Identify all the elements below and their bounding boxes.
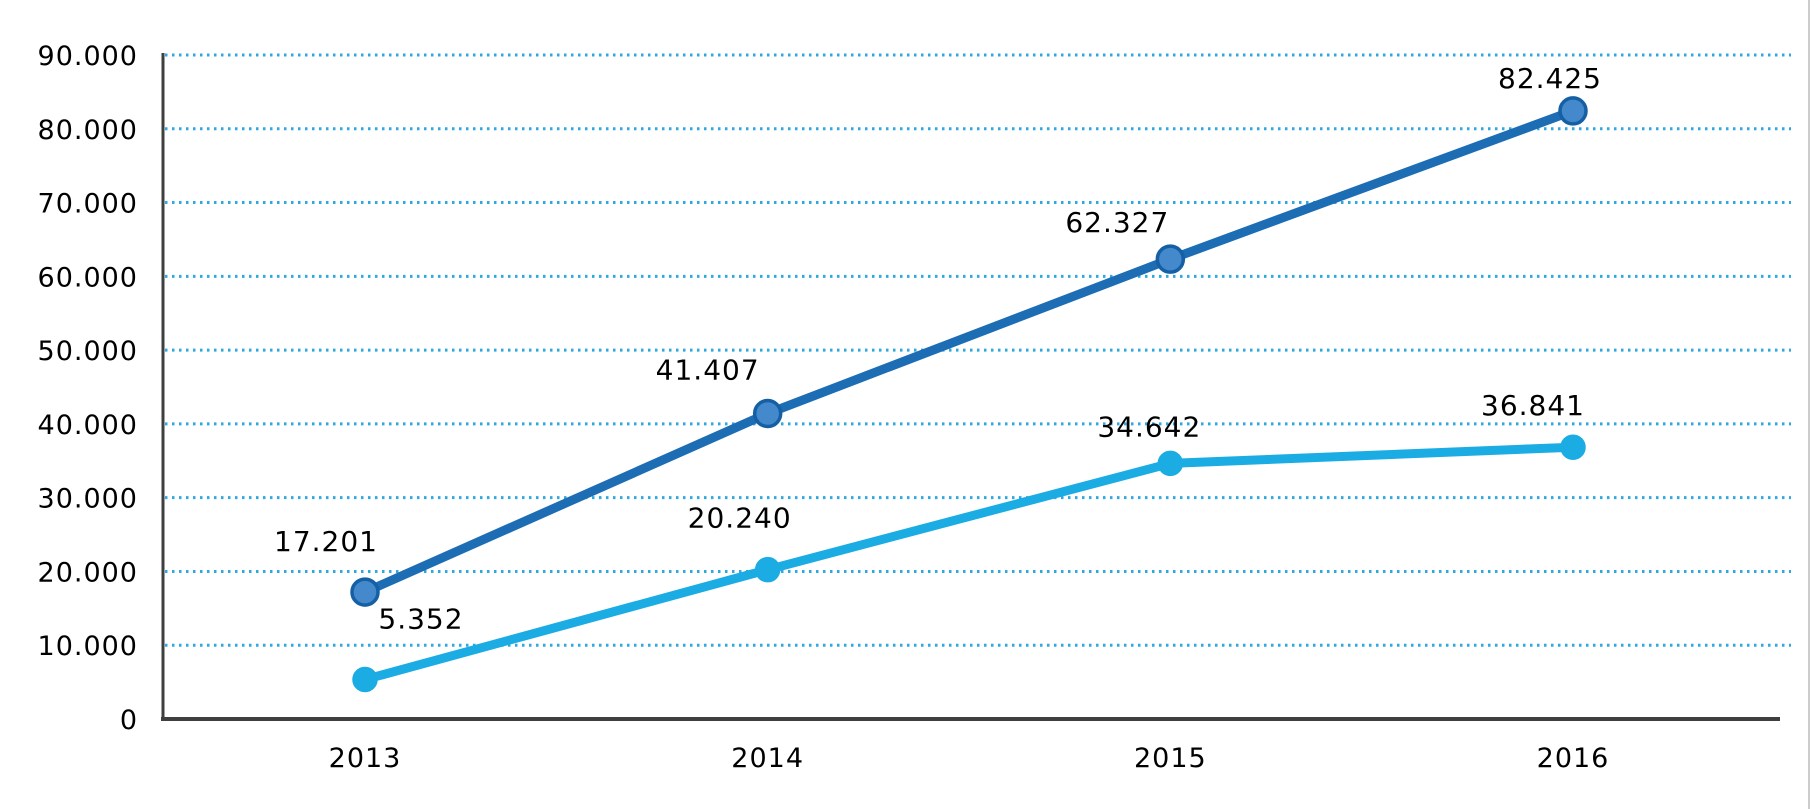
y-axis-tick-label: 40.000: [38, 410, 138, 441]
data-point-marker: [1560, 434, 1586, 460]
y-axis-tick-label: 80.000: [38, 115, 138, 146]
data-value-label: 34.642: [1097, 410, 1201, 443]
data-value-label: 62.327: [1065, 206, 1169, 239]
y-axis-tick-label: 30.000: [38, 484, 138, 515]
data-point-marker: [1155, 244, 1186, 274]
data-value-label: 41.407: [656, 354, 760, 387]
y-axis-tick-label: 10.000: [38, 631, 138, 662]
data-value-label: 20.240: [688, 502, 792, 535]
y-axis-tick-label: 20.000: [38, 557, 138, 588]
data-point-marker: [1157, 450, 1184, 477]
x-axis-label: 2016: [1537, 743, 1610, 774]
x-axis-label: 2013: [329, 743, 402, 774]
data-value-label: 17.201: [274, 525, 378, 558]
x-axis-label: 2015: [1134, 743, 1207, 774]
y-axis-tick-label: 70.000: [38, 189, 138, 220]
series-line-series-dark-blue: [360, 106, 1578, 597]
data-point-marker: [352, 666, 378, 693]
series-line-series-light-blue: [360, 442, 1578, 685]
y-axis-tick-label: 90.000: [38, 41, 138, 72]
data-value-label: 82.425: [1498, 62, 1602, 95]
data-point-marker: [752, 398, 783, 429]
data-point-marker: [1558, 96, 1588, 126]
y-axis-tick-label: 50.000: [38, 336, 138, 367]
data-value-label: 36.841: [1481, 389, 1585, 422]
y-axis-tick-label: 0: [120, 705, 138, 736]
data-point-marker: [350, 577, 380, 607]
data-value-label: 5.352: [378, 603, 463, 636]
x-axis-label: 2014: [731, 743, 804, 774]
y-axis-tick-label: 60.000: [38, 262, 138, 293]
data-point-marker: [754, 556, 781, 583]
